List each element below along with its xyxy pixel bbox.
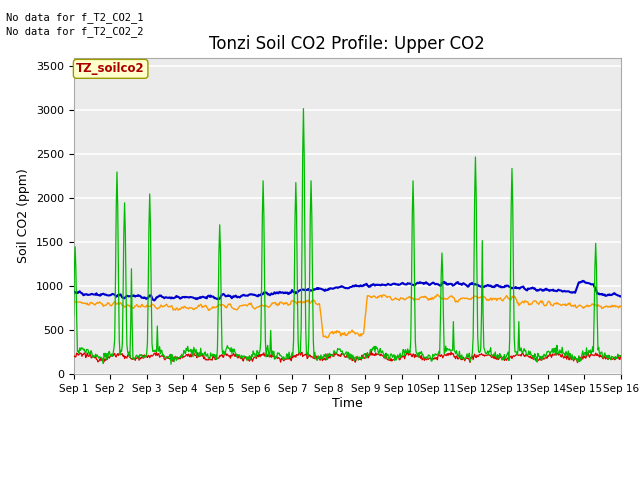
X-axis label: Time: Time	[332, 397, 363, 410]
Text: No data for f_T2_CO2_2: No data for f_T2_CO2_2	[6, 26, 144, 37]
Title: Tonzi Soil CO2 Profile: Upper CO2: Tonzi Soil CO2 Profile: Upper CO2	[209, 35, 485, 53]
Y-axis label: Soil CO2 (ppm): Soil CO2 (ppm)	[17, 168, 30, 264]
Text: No data for f_T2_CO2_1: No data for f_T2_CO2_1	[6, 12, 144, 23]
Text: TZ_soilco2: TZ_soilco2	[76, 62, 145, 75]
